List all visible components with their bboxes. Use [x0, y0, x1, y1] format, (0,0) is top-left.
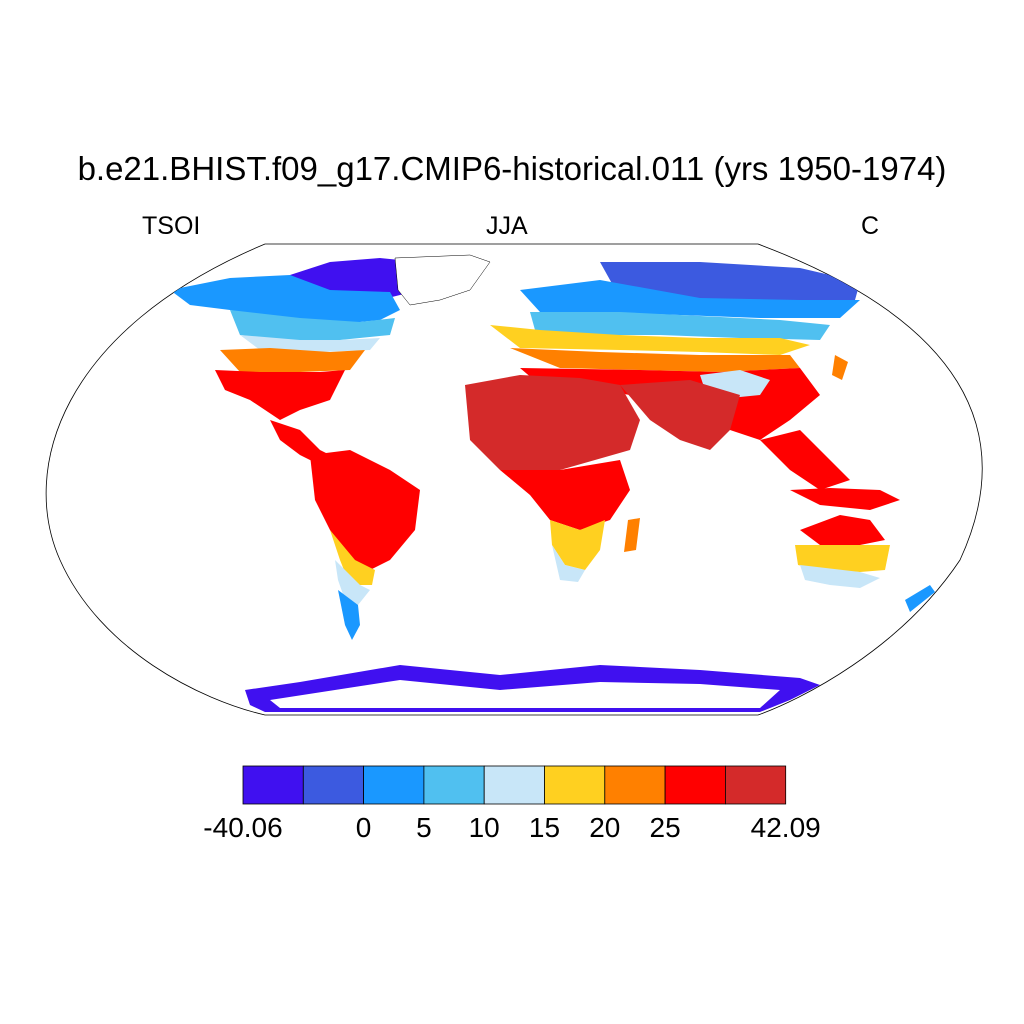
colorbar-tick-label: 20	[589, 812, 621, 843]
australia-mild	[800, 565, 880, 588]
colorbar-bin	[483, 765, 545, 805]
madagascar	[624, 518, 640, 552]
eurasia-warm	[510, 348, 800, 372]
colorbar-bin	[302, 765, 364, 805]
colorbar-tick-label: 15	[528, 812, 561, 843]
colorbar-bin	[664, 765, 726, 805]
colorbar-tick-label: 5	[416, 812, 432, 843]
north-america-cool	[230, 310, 395, 340]
south-america-warm	[330, 530, 375, 585]
antarctica-interior	[270, 680, 780, 708]
north-america-cold	[170, 275, 400, 325]
arabia-india-hot	[620, 380, 740, 450]
australia-warm	[795, 545, 890, 572]
eurasia-cold	[520, 280, 860, 318]
greenland	[394, 254, 491, 306]
africa-hot	[465, 375, 640, 470]
variable-label: TSOI	[142, 212, 201, 240]
southeast-asia	[760, 430, 850, 490]
indonesia	[790, 488, 900, 510]
central-africa	[500, 460, 630, 530]
colorbar-bin	[604, 765, 666, 805]
eurasia-mild	[490, 325, 810, 355]
north-america-warm	[220, 348, 365, 372]
colorbar-bins	[242, 765, 787, 805]
eurasia-cool	[530, 312, 830, 340]
colorbar-tick-label: -40.06	[203, 812, 283, 843]
colorbar-bin	[423, 765, 485, 805]
colorbar-tick-label: 0	[355, 812, 372, 843]
south-america-cool	[338, 590, 360, 640]
plot-title: b.e21.BHIST.f09_g17.CMIP6-historical.011…	[77, 150, 947, 187]
southern-africa-mild	[552, 545, 585, 582]
colorbar-bin	[544, 765, 606, 805]
season-label: JJA	[486, 212, 528, 240]
australia-hot	[800, 515, 885, 545]
colorbar-bin	[725, 765, 787, 805]
north-america-hot	[215, 370, 345, 420]
units-label: C	[861, 212, 880, 240]
japan	[832, 355, 848, 380]
colorbar-tick-label: 25	[649, 812, 681, 843]
colorbar-tick-label: 42.09	[750, 812, 821, 843]
new-zealand	[905, 585, 935, 612]
north-america-mild	[240, 335, 380, 352]
colorbar-bin	[363, 765, 425, 805]
colorbar-tick-label: 10	[468, 812, 500, 843]
colorbar-bin	[242, 765, 304, 805]
south-america-mild	[335, 560, 370, 605]
southern-africa-warm	[550, 520, 605, 570]
